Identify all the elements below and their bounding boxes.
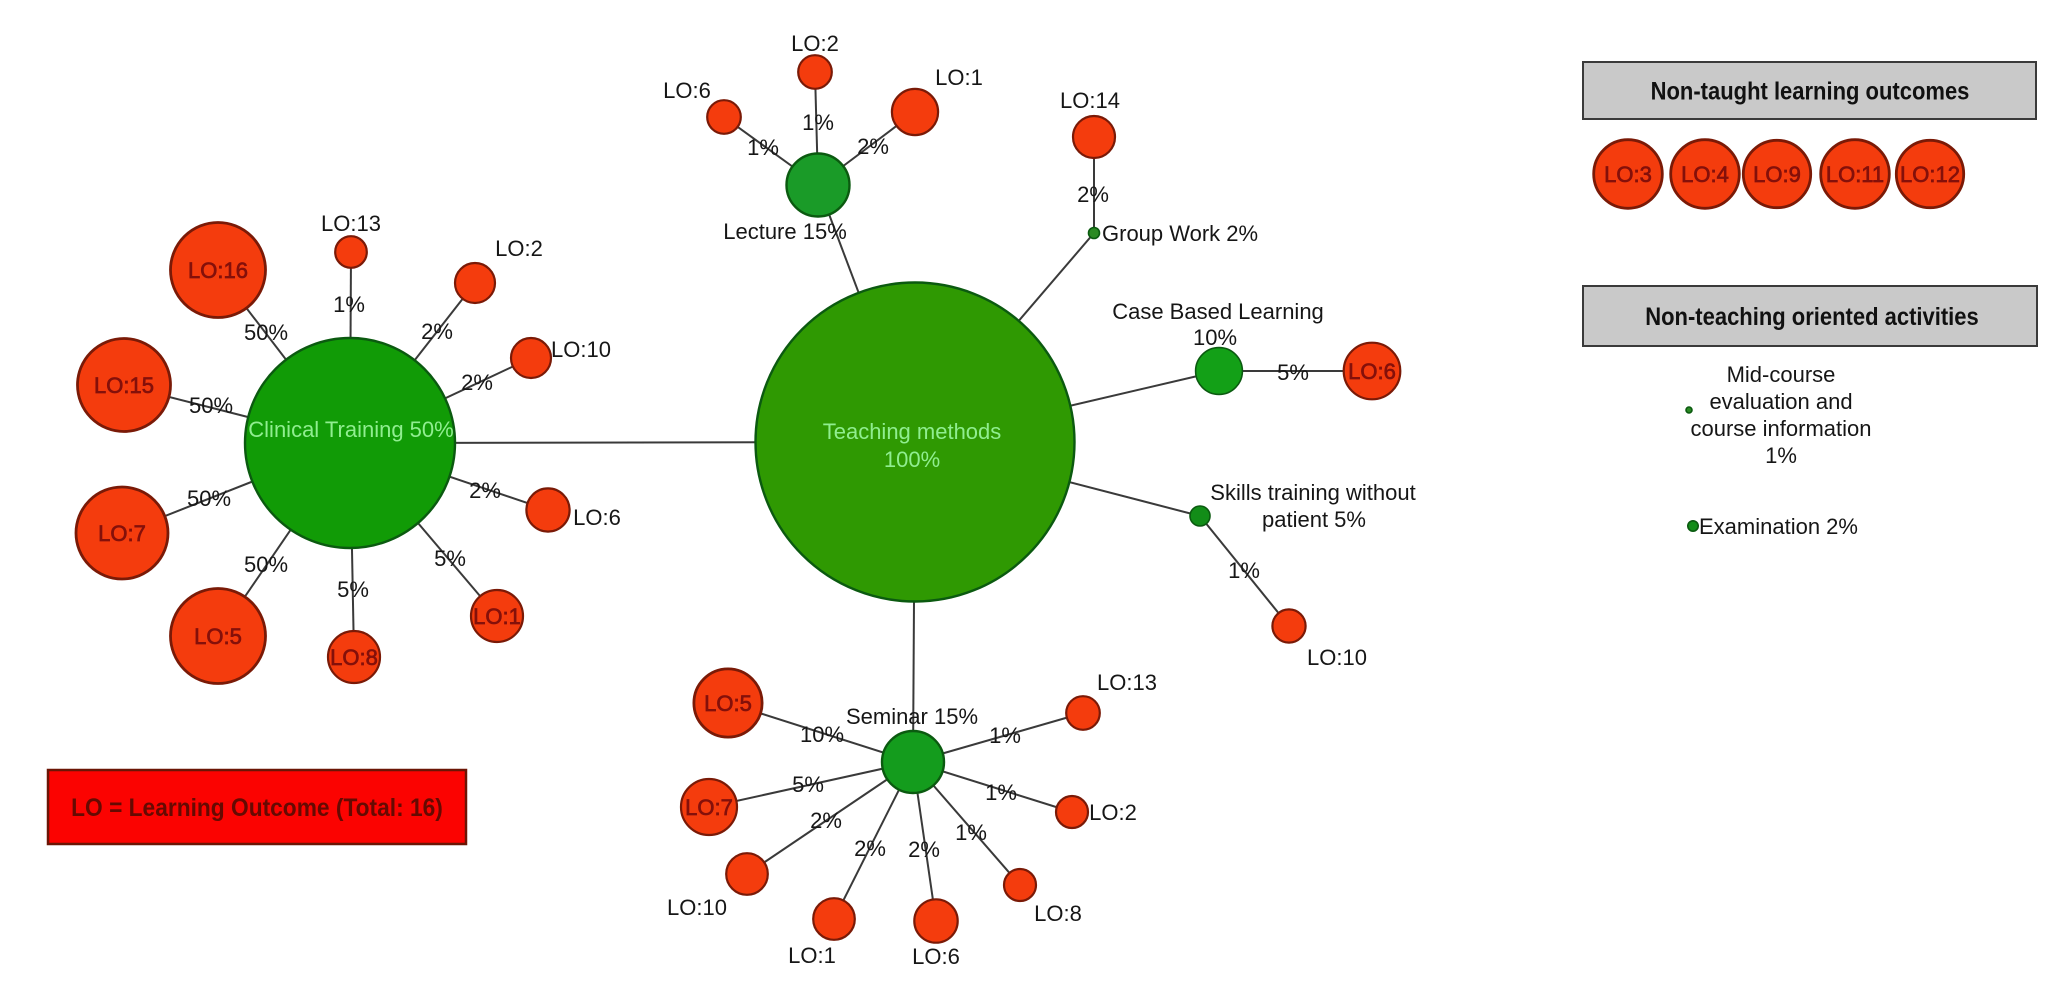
svg-text:LO:1: LO:1: [788, 943, 836, 968]
svg-text:1%: 1%: [1765, 443, 1797, 468]
svg-text:1%: 1%: [747, 135, 779, 160]
svg-text:Group Work 2%: Group Work 2%: [1102, 221, 1258, 246]
svg-text:2%: 2%: [857, 134, 889, 159]
svg-text:LO:14: LO:14: [1060, 88, 1120, 113]
svg-text:LO:6: LO:6: [912, 944, 960, 969]
svg-text:Lecture 15%: Lecture 15%: [723, 219, 847, 244]
svg-text:LO = Learning Outcome (Total:: LO = Learning Outcome (Total: 16): [71, 794, 443, 822]
svg-text:2%: 2%: [810, 808, 842, 833]
svg-text:LO:10: LO:10: [667, 895, 727, 920]
svg-text:LO:1: LO:1: [935, 65, 983, 90]
svg-text:course information: course information: [1691, 416, 1872, 441]
svg-text:50%: 50%: [244, 552, 288, 577]
svg-text:Seminar 15%: Seminar 15%: [846, 704, 978, 729]
svg-text:LO:7: LO:7: [685, 795, 733, 820]
svg-text:evaluation and: evaluation and: [1709, 389, 1852, 414]
svg-text:2%: 2%: [469, 478, 501, 503]
svg-text:LO:5: LO:5: [704, 691, 752, 716]
svg-text:2%: 2%: [1077, 182, 1109, 207]
svg-text:1%: 1%: [1228, 558, 1260, 583]
svg-text:Non-teaching oriented activiti: Non-teaching oriented activities: [1645, 303, 1979, 331]
svg-text:Mid-course: Mid-course: [1727, 362, 1836, 387]
svg-text:LO:10: LO:10: [551, 337, 611, 362]
svg-text:1%: 1%: [989, 723, 1021, 748]
svg-text:LO:16: LO:16: [188, 258, 248, 283]
svg-text:100%: 100%: [884, 447, 940, 472]
svg-text:Clinical Training 50%: Clinical Training 50%: [248, 417, 453, 442]
svg-text:1%: 1%: [802, 110, 834, 135]
svg-text:LO:6: LO:6: [573, 505, 621, 530]
svg-text:2%: 2%: [421, 319, 453, 344]
svg-text:LO:5: LO:5: [194, 624, 242, 649]
svg-text:LO:12: LO:12: [1900, 162, 1960, 187]
svg-text:LO:8: LO:8: [1034, 901, 1082, 926]
svg-text:1%: 1%: [985, 780, 1017, 805]
svg-text:10%: 10%: [1193, 325, 1237, 350]
svg-text:2%: 2%: [908, 837, 940, 862]
svg-text:50%: 50%: [189, 393, 233, 418]
svg-text:LO:2: LO:2: [1089, 800, 1137, 825]
svg-text:LO:11: LO:11: [1826, 162, 1884, 187]
svg-text:LO:4: LO:4: [1681, 162, 1729, 187]
svg-text:Teaching methods: Teaching methods: [823, 419, 1002, 444]
svg-text:LO:2: LO:2: [791, 31, 839, 56]
svg-text:5%: 5%: [434, 546, 466, 571]
svg-text:Examination 2%: Examination 2%: [1699, 514, 1858, 539]
svg-text:LO:10: LO:10: [1307, 645, 1367, 670]
svg-text:Non-taught learning outcomes: Non-taught learning outcomes: [1651, 77, 1970, 105]
svg-text:LO:6: LO:6: [1348, 359, 1396, 384]
svg-text:50%: 50%: [244, 320, 288, 345]
svg-text:2%: 2%: [854, 836, 886, 861]
svg-text:patient 5%: patient 5%: [1262, 507, 1366, 532]
svg-text:LO:13: LO:13: [321, 211, 381, 236]
svg-text:50%: 50%: [187, 486, 231, 511]
svg-text:LO:1: LO:1: [473, 604, 521, 629]
svg-text:LO:6: LO:6: [663, 78, 711, 103]
svg-text:LO:15: LO:15: [94, 373, 154, 398]
svg-text:Skills training without: Skills training without: [1210, 480, 1415, 505]
svg-text:2%: 2%: [461, 370, 493, 395]
svg-text:5%: 5%: [337, 577, 369, 602]
svg-text:LO:8: LO:8: [330, 645, 378, 670]
svg-text:1%: 1%: [333, 292, 365, 317]
svg-text:10%: 10%: [800, 722, 844, 747]
svg-text:LO:2: LO:2: [495, 236, 543, 261]
svg-text:LO:9: LO:9: [1753, 162, 1801, 187]
svg-text:5%: 5%: [792, 772, 824, 797]
svg-text:1%: 1%: [955, 820, 987, 845]
svg-text:LO:13: LO:13: [1097, 670, 1157, 695]
svg-text:Case Based Learning: Case Based Learning: [1112, 299, 1324, 324]
svg-text:LO:3: LO:3: [1604, 162, 1652, 187]
svg-text:5%: 5%: [1277, 360, 1309, 385]
svg-text:LO:7: LO:7: [98, 521, 146, 546]
